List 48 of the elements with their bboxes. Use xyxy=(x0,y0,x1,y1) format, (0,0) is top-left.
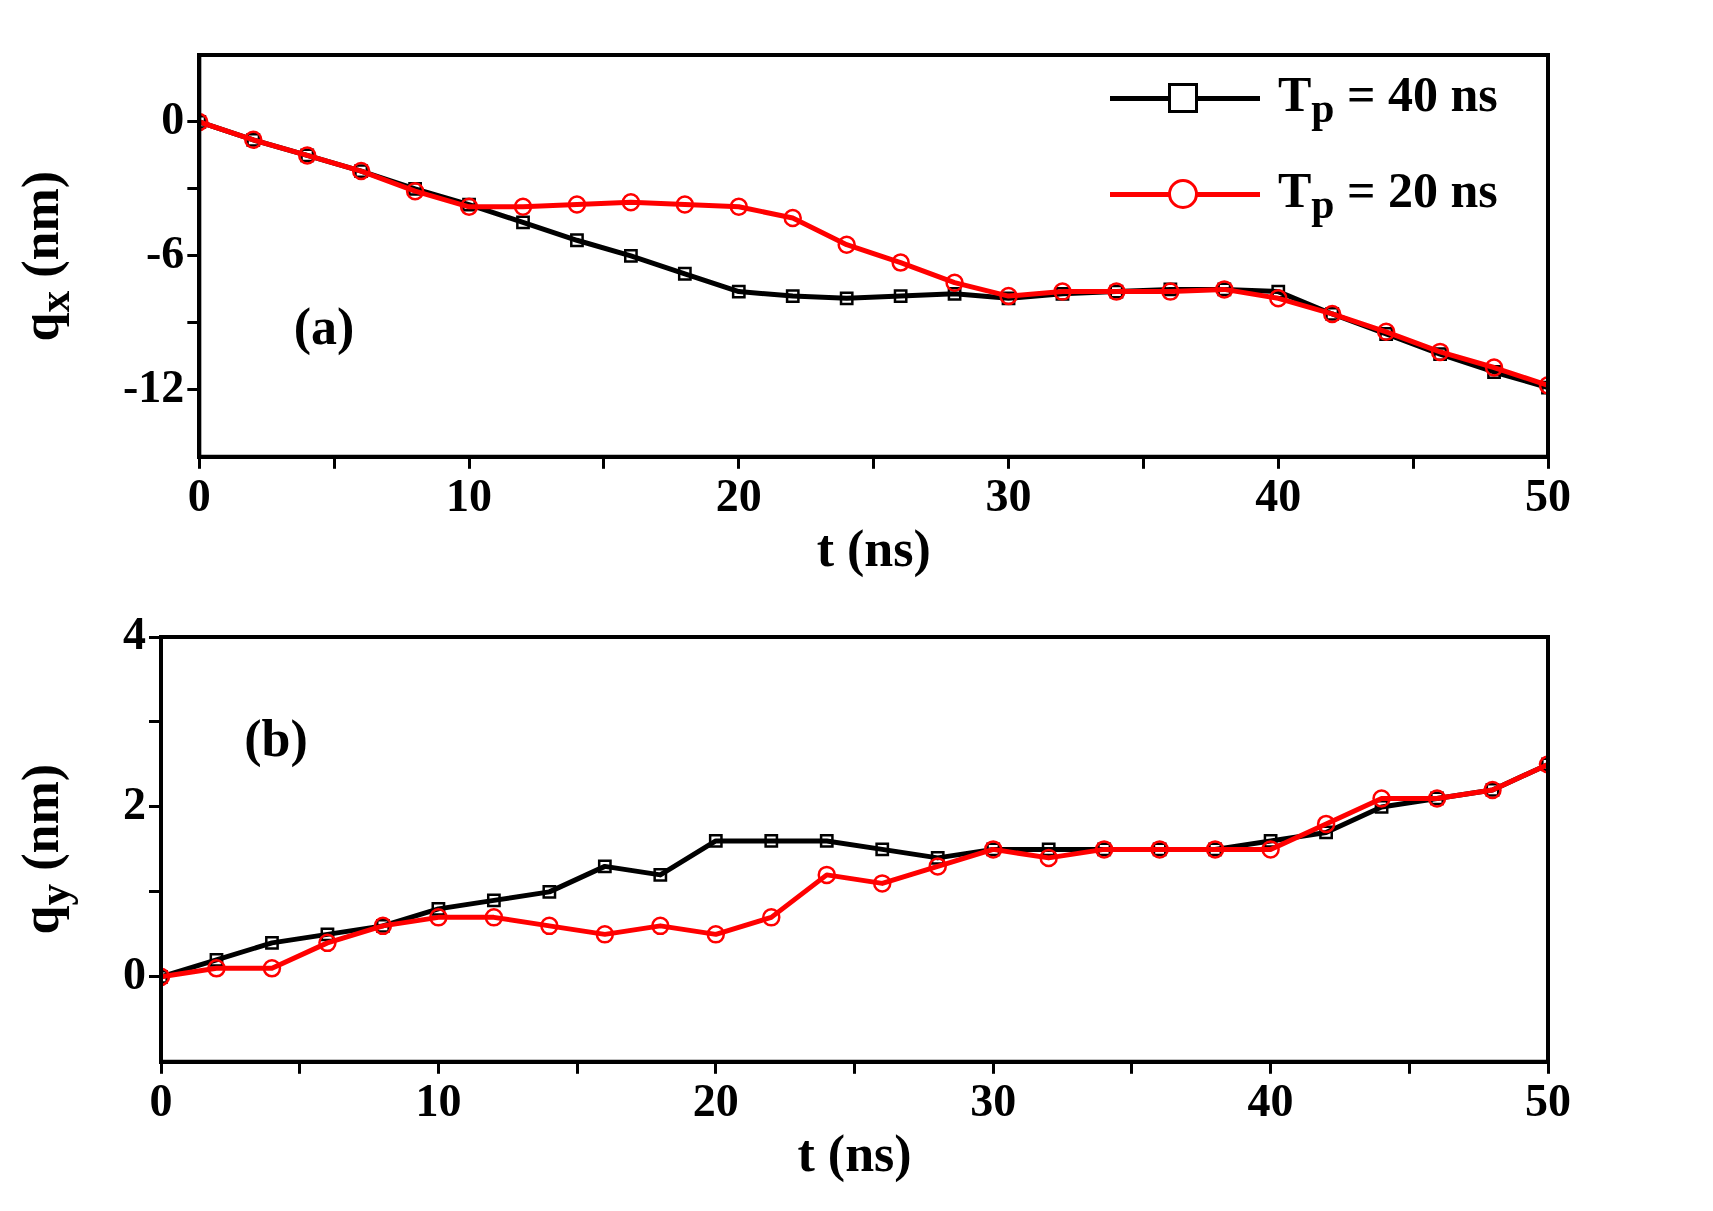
point xyxy=(945,273,964,292)
point xyxy=(516,215,530,230)
x-tick-label: 10 xyxy=(415,1075,462,1127)
point xyxy=(893,289,908,303)
point xyxy=(1430,342,1450,362)
point xyxy=(837,235,856,254)
y-tick-label: 0 xyxy=(161,92,185,144)
x-tick-label: 20 xyxy=(715,470,762,522)
x-tick-label: 50 xyxy=(1525,470,1571,522)
point xyxy=(567,195,587,214)
y-tick-label: 2 xyxy=(123,777,146,829)
point xyxy=(999,286,1018,306)
point xyxy=(783,208,802,228)
point xyxy=(405,181,425,201)
x-tick-label: 30 xyxy=(970,1075,1017,1127)
point xyxy=(729,197,749,217)
point xyxy=(785,289,800,303)
point xyxy=(731,284,746,299)
point xyxy=(623,248,638,263)
point xyxy=(1269,289,1288,308)
point xyxy=(675,195,695,214)
y-tick-label: -12 xyxy=(122,360,185,412)
point xyxy=(621,193,641,212)
point xyxy=(1484,358,1504,377)
point xyxy=(459,197,479,217)
y-tick-label: -6 xyxy=(145,226,185,278)
x-axis-title: t (ns) xyxy=(797,1123,912,1183)
point xyxy=(891,253,910,272)
legend-label: T$_{p}$ = 20 ns xyxy=(1278,160,1498,228)
point xyxy=(677,266,692,281)
point xyxy=(1053,282,1072,301)
y-tick-label: 0 xyxy=(123,947,146,999)
annotation: (a) xyxy=(293,298,355,357)
x-tick-label: 10 xyxy=(446,470,493,522)
x-tick-label: 40 xyxy=(1255,470,1302,522)
x-tick-label: 30 xyxy=(985,470,1032,522)
x-tick-label: 20 xyxy=(692,1075,739,1127)
annotation: (b) xyxy=(244,709,308,768)
legend-label: T$_{p}$ = 40 ns xyxy=(1278,64,1498,132)
point xyxy=(1161,282,1180,301)
y-tick-label: 4 xyxy=(123,607,146,659)
point xyxy=(1376,322,1396,342)
x-tick-label: 50 xyxy=(1525,1075,1571,1127)
x-axis-title: t (ns) xyxy=(816,518,931,578)
point xyxy=(839,291,854,306)
x-tick-label: 40 xyxy=(1247,1075,1294,1127)
point xyxy=(513,197,533,217)
point xyxy=(570,233,584,248)
